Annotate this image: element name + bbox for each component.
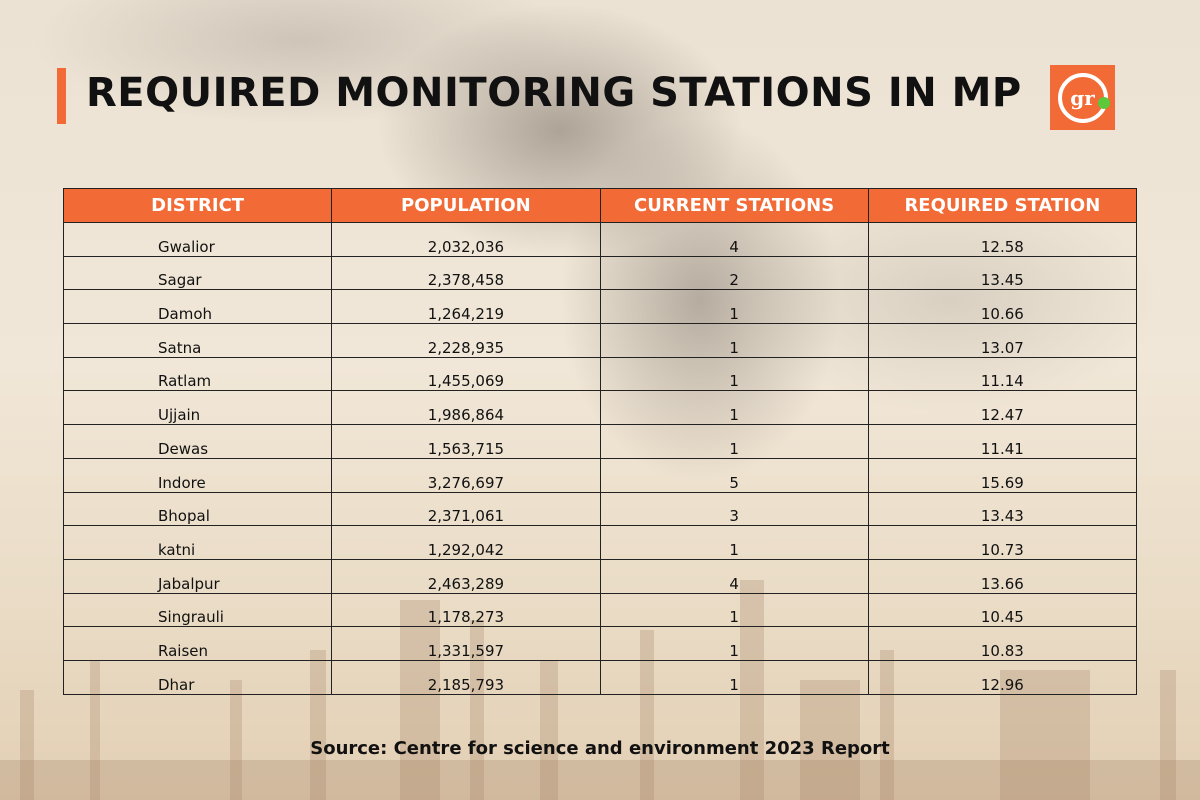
- cell-required-station: 10.66: [867, 289, 1138, 325]
- cell-required-station: 10.45: [867, 592, 1138, 628]
- cell-required-station: 10.83: [867, 626, 1138, 661]
- cell-district: Raisen: [62, 626, 333, 661]
- cell-district: Bhopal: [62, 491, 333, 527]
- table-header-row: DISTRICT POPULATION CURRENT STATIONS REQ…: [62, 188, 1138, 223]
- cell-required-station: 11.14: [867, 356, 1138, 392]
- cell-current-stations: 4: [599, 558, 869, 594]
- cell-required-station: 13.07: [867, 323, 1138, 358]
- cell-required-station: 12.58: [867, 222, 1138, 257]
- cell-district: Singrauli: [62, 592, 333, 628]
- cell-population: 1,264,219: [331, 289, 601, 325]
- cell-required-station: 15.69: [867, 457, 1138, 493]
- cell-current-stations: 4: [599, 222, 869, 257]
- cell-current-stations: 1: [599, 525, 869, 560]
- cell-current-stations: 1: [599, 323, 869, 358]
- cell-district: Dewas: [62, 424, 333, 459]
- cell-population: 2,228,935: [331, 323, 601, 358]
- cell-required-station: 12.96: [867, 659, 1138, 695]
- header-current-stations: CURRENT STATIONS: [599, 188, 869, 223]
- cell-district: Damoh: [62, 289, 333, 325]
- page-title: REQUIRED MONITORING STATIONS IN MP: [86, 70, 1022, 116]
- table-row: Indore 3,276,697 5 15.69: [62, 457, 1138, 493]
- cell-population: 1,563,715: [331, 424, 601, 459]
- cell-current-stations: 5: [599, 457, 869, 493]
- source-note: Source: Centre for science and environme…: [310, 738, 890, 759]
- cell-population: 1,292,042: [331, 525, 601, 560]
- cell-district: Ratlam: [62, 356, 333, 392]
- cell-required-station: 10.73: [867, 525, 1138, 560]
- table-row: Damoh 1,264,219 1 10.66: [62, 289, 1138, 325]
- logo-text: gr: [1070, 85, 1095, 110]
- table-row: Ratlam 1,455,069 1 11.14: [62, 356, 1138, 392]
- header-required-station: REQUIRED STATION: [867, 188, 1138, 223]
- cell-district: katni: [62, 525, 333, 560]
- header-district: DISTRICT: [62, 188, 333, 223]
- table-row: Gwalior 2,032,036 4 12.58: [62, 222, 1138, 257]
- cell-current-stations: 1: [599, 659, 869, 695]
- cell-district: Indore: [62, 457, 333, 493]
- cell-current-stations: 1: [599, 626, 869, 661]
- cell-required-station: 12.47: [867, 390, 1138, 426]
- table-row: Singrauli 1,178,273 1 10.45: [62, 592, 1138, 628]
- cell-current-stations: 1: [599, 592, 869, 628]
- cell-district: Ujjain: [62, 390, 333, 426]
- table-row: katni 1,292,042 1 10.73: [62, 525, 1138, 560]
- cell-current-stations: 1: [599, 424, 869, 459]
- table-row: Dhar 2,185,793 1 12.96: [62, 659, 1138, 695]
- cell-district: Gwalior: [62, 222, 333, 257]
- monitoring-stations-table: DISTRICT POPULATION CURRENT STATIONS REQ…: [62, 188, 1138, 695]
- cell-population: 1,331,597: [331, 626, 601, 661]
- table-row: Sagar 2,378,458 2 13.45: [62, 255, 1138, 291]
- cell-population: 2,371,061: [331, 491, 601, 527]
- header-population: POPULATION: [331, 188, 601, 223]
- table-row: Ujjain 1,986,864 1 12.47: [62, 390, 1138, 426]
- cell-population: 1,178,273: [331, 592, 601, 628]
- cell-district: Dhar: [62, 659, 333, 695]
- table-row: Dewas 1,563,715 1 11.41: [62, 424, 1138, 459]
- cell-current-stations: 3: [599, 491, 869, 527]
- cell-current-stations: 1: [599, 356, 869, 392]
- cell-required-station: 13.43: [867, 491, 1138, 527]
- logo-dot-icon: [1097, 96, 1110, 109]
- cell-current-stations: 2: [599, 255, 869, 291]
- cell-required-station: 11.41: [867, 424, 1138, 459]
- cell-district: Satna: [62, 323, 333, 358]
- cell-current-stations: 1: [599, 289, 869, 325]
- cell-required-station: 13.66: [867, 558, 1138, 594]
- cell-required-station: 13.45: [867, 255, 1138, 291]
- cell-current-stations: 1: [599, 390, 869, 426]
- cell-population: 1,986,864: [331, 390, 601, 426]
- logo-mark: gr: [1057, 72, 1110, 123]
- table-row: Bhopal 2,371,061 3 13.43: [62, 491, 1138, 527]
- cell-population: 2,185,793: [331, 659, 601, 695]
- title-accent-bar: [57, 68, 66, 124]
- cell-population: 2,463,289: [331, 558, 601, 594]
- brand-logo: gr: [1050, 65, 1115, 130]
- cell-population: 2,032,036: [331, 222, 601, 257]
- cell-population: 1,455,069: [331, 356, 601, 392]
- cell-population: 3,276,697: [331, 457, 601, 493]
- cell-population: 2,378,458: [331, 255, 601, 291]
- cell-district: Jabalpur: [62, 558, 333, 594]
- table-row: Jabalpur 2,463,289 4 13.66: [62, 558, 1138, 594]
- table-row: Satna 2,228,935 1 13.07: [62, 323, 1138, 358]
- cell-district: Sagar: [62, 255, 333, 291]
- table-row: Raisen 1,331,597 1 10.83: [62, 626, 1138, 661]
